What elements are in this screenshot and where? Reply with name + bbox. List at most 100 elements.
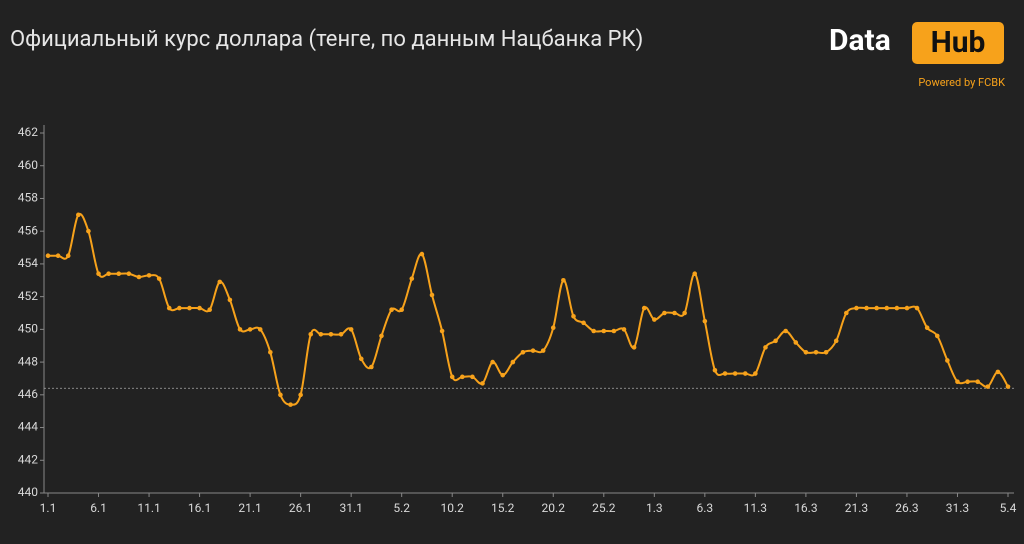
point	[692, 271, 698, 277]
point	[460, 374, 465, 380]
point	[591, 328, 596, 334]
point	[995, 369, 1001, 375]
point	[894, 305, 900, 311]
point	[611, 328, 617, 334]
y-tick-label: 458	[18, 191, 38, 205]
point	[621, 327, 627, 332]
point	[237, 327, 243, 332]
x-tick-label: 6.1	[90, 501, 107, 515]
point	[864, 305, 869, 311]
point	[166, 305, 172, 311]
point	[550, 325, 556, 331]
point	[530, 348, 536, 353]
point	[813, 349, 819, 355]
x-tick-label: 25.2	[592, 501, 616, 515]
x-tick-label: 31.1	[339, 501, 362, 515]
point	[773, 338, 778, 344]
x-tick-label: 16.1	[188, 501, 211, 515]
chart-title: Официальный курс доллара (тенге, по данн…	[10, 27, 643, 52]
point	[945, 358, 950, 363]
point	[369, 364, 374, 370]
point	[328, 331, 334, 337]
point	[702, 318, 708, 324]
point	[500, 372, 506, 378]
point	[652, 317, 657, 322]
y-tick-label: 452	[18, 289, 38, 303]
point	[278, 392, 283, 398]
logo-tagline: Powered by FCBK	[918, 76, 1005, 89]
logo: Data Hub Powered by FCBK	[829, 22, 1005, 89]
x-tick-label: 1.1	[40, 501, 57, 515]
point	[490, 359, 495, 365]
point	[934, 333, 940, 339]
point	[348, 327, 354, 332]
point	[783, 328, 788, 334]
point	[793, 340, 799, 345]
point	[722, 371, 728, 376]
point	[126, 271, 132, 277]
point	[601, 328, 607, 334]
point	[156, 276, 162, 281]
point	[985, 384, 991, 389]
point	[65, 253, 71, 259]
point	[358, 356, 364, 362]
point	[116, 271, 122, 277]
point	[712, 367, 718, 373]
y-tick-label: 446	[18, 387, 38, 401]
point	[288, 402, 293, 407]
point	[823, 349, 829, 355]
x-tick-label: 16.3	[794, 501, 817, 515]
point	[924, 325, 930, 331]
y-tick-label: 454	[18, 256, 38, 270]
point	[45, 253, 51, 259]
x-tick-label: 1.3	[646, 501, 663, 515]
point	[480, 381, 485, 386]
point	[571, 313, 576, 319]
x-tick-label: 31.3	[946, 501, 969, 515]
point	[318, 331, 324, 337]
x-tick-label: 10.2	[441, 501, 465, 515]
point	[732, 371, 738, 376]
y-tick-label: 456	[18, 223, 38, 237]
point	[379, 333, 384, 339]
y-tick-label: 462	[18, 125, 38, 139]
point	[419, 251, 425, 257]
x-tick-label: 15.2	[491, 501, 515, 515]
point	[187, 305, 192, 311]
point	[884, 305, 890, 311]
point	[399, 307, 404, 313]
point	[742, 371, 748, 376]
point	[662, 310, 667, 316]
y-tick-label: 444	[18, 420, 38, 434]
point	[641, 305, 647, 311]
point	[298, 392, 303, 398]
point	[389, 307, 394, 313]
x-tick-label: 11.3	[744, 501, 767, 515]
point	[510, 359, 516, 365]
point	[803, 349, 809, 355]
x-tick-label: 21.1	[238, 501, 261, 515]
x-tick-label: 5.2	[393, 501, 410, 515]
point	[631, 345, 637, 350]
point	[874, 305, 879, 311]
point	[177, 305, 182, 311]
point	[338, 331, 344, 337]
point	[753, 371, 758, 376]
point	[955, 379, 960, 385]
point	[207, 307, 212, 313]
x-tick-label: 5.4	[1000, 501, 1017, 515]
point	[247, 327, 253, 332]
point	[581, 320, 586, 326]
y-tick-label: 442	[18, 452, 38, 466]
logo-text: Hub	[931, 25, 986, 60]
point	[904, 305, 910, 311]
y-tick-label: 448	[18, 354, 38, 368]
point	[561, 277, 566, 283]
point	[1005, 384, 1011, 389]
y-tick-label: 440	[18, 485, 38, 499]
y-tick-label: 460	[18, 158, 38, 172]
point	[86, 228, 91, 234]
x-tick-label: 11.1	[137, 501, 160, 515]
